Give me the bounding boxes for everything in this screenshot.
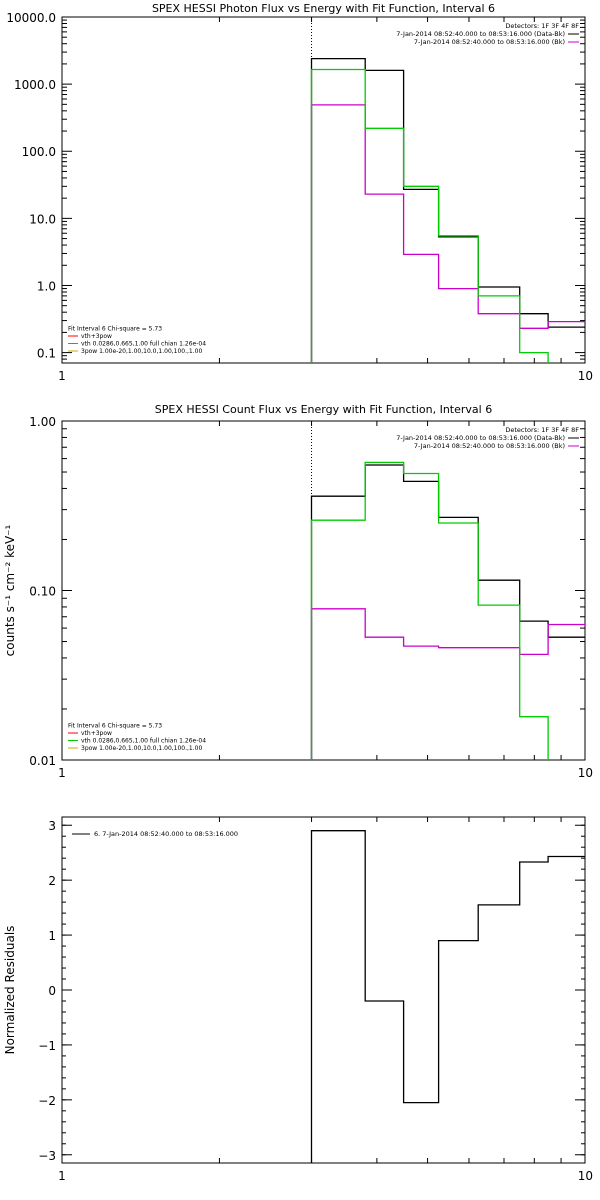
legend-top-entry: Detectors: 1F 3F 4F 8F	[505, 22, 579, 30]
chart-panel-2: SPEX HESSI Count Flux vs Energy with Fit…	[3, 403, 593, 780]
y-tick-label: 2	[48, 874, 56, 888]
y-axis-label: Normalized Residuals	[3, 926, 17, 1055]
y-axis-label: counts s⁻¹ cm⁻² keV⁻¹	[3, 524, 17, 656]
series-line-6-7-jan-2014-08-52-40-000-to-08-53-16-000	[310, 830, 585, 1163]
legend-top-entry: 6. 7-Jan-2014 08:52:40.000 to 08:53:16.0…	[94, 830, 238, 838]
legend-bottom-entry: vth+3pow	[81, 333, 112, 340]
y-tick-label: 1.0	[37, 279, 56, 293]
y-tick-label: 1	[48, 929, 56, 943]
y-tick-label: 0.1	[37, 347, 56, 361]
legend-bottom-entry: 3pow 1.00e-20,1.00,10.0,1.00,100.,1.00	[81, 348, 202, 355]
series-line-data-bk	[310, 57, 585, 363]
y-tick-label: 0.01	[29, 754, 56, 768]
y-tick-label: 10.0	[29, 212, 56, 226]
legend-bottom-entry: vth 0.0286,0.665,1.00 full chian 1.26e-0…	[81, 738, 206, 745]
x-tick-label: 10	[578, 369, 593, 383]
legend-top-entry: Detectors: 1F 3F 4F 8F	[505, 426, 579, 434]
series-line-vth	[310, 461, 549, 760]
y-tick-label: −1	[38, 1039, 56, 1053]
y-tick-label: 3	[48, 819, 56, 833]
legend-bottom-entry: Fit Interval 6 Chi-square = 5.73	[68, 723, 162, 730]
legend-top-entry: 7-Jan-2014 08:52:40.000 to 08:53:16.000 …	[396, 30, 565, 38]
y-tick-label: 0.10	[29, 585, 56, 599]
y-tick-label: 10000.0	[6, 11, 56, 25]
legend-top-entry: 7-Jan-2014 08:52:40.000 to 08:53:16.000 …	[414, 38, 565, 46]
legend-bottom-entry: vth 0.0286,0.665,1.00 full chian 1.26e-0…	[81, 341, 206, 348]
series-line-vth	[310, 68, 549, 363]
chart-title: SPEX HESSI Count Flux vs Energy with Fit…	[155, 403, 492, 416]
chart-panel-3: Normalized Residuals 1 10 −3 −2 −1 0 1 2 3 6. 7-Ja…	[3, 816, 593, 1183]
plot-frame	[61, 16, 586, 364]
x-tick-label: 1	[58, 369, 66, 383]
legend-bottom-entry: vth+3pow	[81, 730, 112, 737]
chart-title: SPEX HESSI Photon Flux vs Energy with Fi…	[152, 2, 495, 15]
x-tick-label: 1	[58, 766, 66, 780]
series-line-data-bk	[310, 464, 585, 760]
plot-frame	[61, 420, 586, 761]
y-tick-label: 0	[48, 984, 56, 998]
legend-top-entry: 7-Jan-2014 08:52:40.000 to 08:53:16.000 …	[396, 434, 565, 442]
legend-top-entry: 7-Jan-2014 08:52:40.000 to 08:53:16.000 …	[414, 442, 565, 450]
x-tick-label: 10	[578, 1169, 593, 1183]
x-tick-label: 1	[58, 1169, 66, 1183]
plot-frame	[61, 816, 586, 1164]
x-tick-label: 10	[578, 766, 593, 780]
y-tick-label: 100.0	[22, 145, 56, 159]
legend-bottom-entry: 3pow 1.00e-20,1.00,10.0,1.00,100.,1.00	[81, 745, 202, 752]
chart-panel-1: SPEX HESSI Photon Flux vs Energy with Fi…	[6, 2, 593, 383]
y-tick-label: 1.00	[29, 415, 56, 429]
legend-bottom-entry: Fit Interval 6 Chi-square = 5.73	[68, 326, 162, 333]
y-tick-label: −3	[38, 1149, 56, 1163]
y-tick-label: −2	[38, 1094, 56, 1108]
y-tick-label: 1000.0	[14, 78, 56, 92]
series-line-bk	[310, 104, 585, 363]
series-line-bk	[310, 608, 585, 760]
